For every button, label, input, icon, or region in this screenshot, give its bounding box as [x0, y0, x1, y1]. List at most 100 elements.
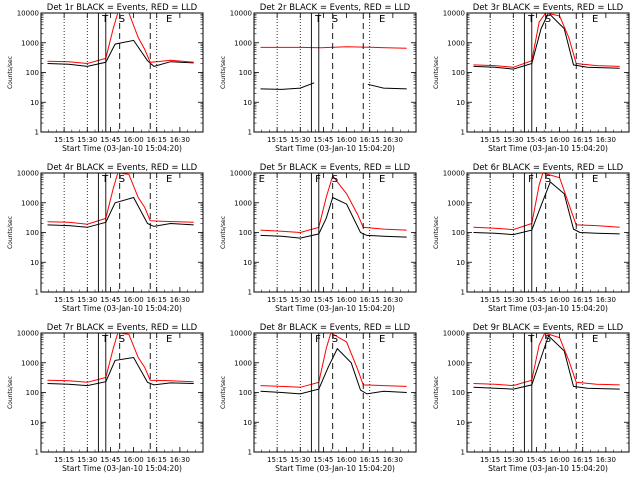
x-tick-label: 15:45 — [100, 296, 120, 304]
lld-series-line — [473, 333, 620, 387]
y-tick-label: 100 — [26, 389, 39, 397]
panel-det-4: Det 4r BLACK = Events, RED = LLD 1 10 100 10… — [7, 163, 204, 313]
y-axis-label: Counts/sec — [7, 216, 14, 249]
y-axis-label: Counts/sec — [220, 376, 227, 409]
x-tick-label: 16:30 — [383, 296, 403, 304]
marker-letter: S — [332, 14, 338, 25]
y-tick-label: 10 — [243, 99, 252, 107]
x-tick-label: 16:30 — [596, 296, 616, 304]
x-tick-label: 15:45 — [526, 136, 546, 144]
y-tick-label: 10000 — [17, 170, 39, 178]
marker-letter: E — [259, 174, 265, 185]
plot-frame — [466, 12, 630, 133]
marker-letter: E — [166, 14, 172, 25]
y-tick-label: 100 — [239, 229, 252, 237]
marker-letter: E — [592, 334, 598, 345]
y-tick-label: 10000 — [17, 10, 39, 18]
y-axis-label: Counts/sec — [7, 56, 14, 89]
marker-letter: T — [101, 174, 109, 185]
x-tick-label: 16:00 — [123, 456, 143, 464]
marker-letter: S — [545, 174, 551, 185]
y-axis-label: Counts/sec — [220, 56, 227, 89]
x-axis-label: Start Time (03-Jan-10 15:04:20) — [62, 304, 182, 313]
y-tick-label: 1000 — [21, 199, 39, 207]
lld-series-line — [473, 173, 620, 231]
marker-letter: T — [527, 14, 535, 25]
y-tick-label: 1000 — [447, 199, 465, 207]
y-tick-label: 10000 — [443, 170, 465, 178]
x-tick-label: 15:15 — [54, 456, 74, 464]
marker-letter: E — [379, 334, 385, 345]
marker-letter: S — [332, 174, 338, 185]
marker-letter: T — [527, 334, 535, 345]
x-tick-label: 16:15 — [360, 456, 380, 464]
x-tick-label: 15:30 — [503, 456, 523, 464]
x-tick-label: 15:30 — [290, 456, 310, 464]
panel-title: Det 6r BLACK = Events, RED = LLD — [473, 163, 624, 173]
x-axis-label: Start Time (03-Jan-10 15:04:20) — [275, 304, 395, 313]
events-series-line — [47, 356, 194, 387]
y-tick-label: 10 — [456, 99, 465, 107]
x-tick-label: 15:30 — [77, 136, 97, 144]
y-tick-label: 10000 — [230, 10, 252, 18]
plot-frame — [253, 12, 417, 133]
y-tick-label: 10000 — [230, 330, 252, 338]
marker-letter: E — [166, 334, 172, 345]
y-tick-label: 1000 — [234, 39, 252, 47]
y-tick-label: 10 — [456, 419, 465, 427]
y-tick-label: 1 — [35, 129, 39, 137]
x-tick-label: 16:15 — [360, 136, 380, 144]
x-axis-label: Start Time (03-Jan-10 15:04:20) — [275, 464, 395, 473]
marker-letter: S — [119, 334, 125, 345]
x-tick-label: 16:15 — [573, 456, 593, 464]
y-tick-label: 1000 — [21, 359, 39, 367]
x-tick-label: 15:15 — [480, 456, 500, 464]
x-tick-label: 16:00 — [336, 136, 356, 144]
marker-letter: S — [332, 334, 338, 345]
plot-frame — [466, 332, 630, 453]
panel-title: Det 9r BLACK = Events, RED = LLD — [473, 323, 624, 333]
events-series-line — [260, 196, 407, 239]
y-tick-label: 100 — [239, 69, 252, 77]
y-tick-label: 1000 — [234, 359, 252, 367]
lld-series-line — [47, 333, 194, 383]
x-tick-label: 16:30 — [170, 296, 190, 304]
x-tick-label: 15:45 — [313, 136, 333, 144]
x-tick-label: 15:30 — [77, 456, 97, 464]
events-series-line — [473, 13, 620, 70]
y-tick-label: 10000 — [17, 330, 39, 338]
x-axis-label: Start Time (03-Jan-10 15:04:20) — [275, 144, 395, 153]
x-tick-label: 15:45 — [100, 456, 120, 464]
marker-letter: T — [314, 14, 322, 25]
x-tick-label: 15:30 — [290, 136, 310, 144]
y-tick-label: 10000 — [443, 330, 465, 338]
marker-letter: E — [379, 174, 385, 185]
y-tick-label: 1000 — [447, 359, 465, 367]
y-tick-label: 10 — [30, 259, 39, 267]
marker-letter: E — [166, 174, 172, 185]
events-series-line — [260, 347, 407, 395]
y-axis-label: Counts/sec — [220, 216, 227, 249]
y-tick-label: 1000 — [234, 199, 252, 207]
x-tick-label: 16:15 — [147, 296, 167, 304]
x-tick-label: 15:15 — [54, 296, 74, 304]
x-tick-label: 16:00 — [549, 296, 569, 304]
lld-series-line — [260, 46, 407, 49]
x-tick-label: 16:00 — [549, 456, 569, 464]
panel-det-1: Det 1r BLACK = Events, RED = LLD 1 10 100 10… — [7, 3, 204, 153]
x-axis-label: Start Time (03-Jan-10 15:04:20) — [62, 144, 182, 153]
events-series-line — [473, 181, 620, 236]
y-tick-label: 1 — [248, 289, 252, 297]
y-tick-label: 100 — [26, 69, 39, 77]
x-tick-label: 15:45 — [313, 456, 333, 464]
marker-letter: S — [119, 14, 125, 25]
x-tick-label: 16:30 — [596, 136, 616, 144]
marker-letter: S — [545, 14, 551, 25]
y-tick-label: 1 — [248, 449, 252, 457]
x-tick-label: 16:30 — [596, 456, 616, 464]
y-tick-label: 10 — [243, 419, 252, 427]
panel-det-9: Det 9r BLACK = Events, RED = LLD 1 10 100 10… — [433, 323, 630, 473]
y-tick-label: 1 — [461, 449, 465, 457]
x-tick-label: 16:15 — [360, 296, 380, 304]
panel-title: Det 3r BLACK = Events, RED = LLD — [473, 3, 624, 13]
